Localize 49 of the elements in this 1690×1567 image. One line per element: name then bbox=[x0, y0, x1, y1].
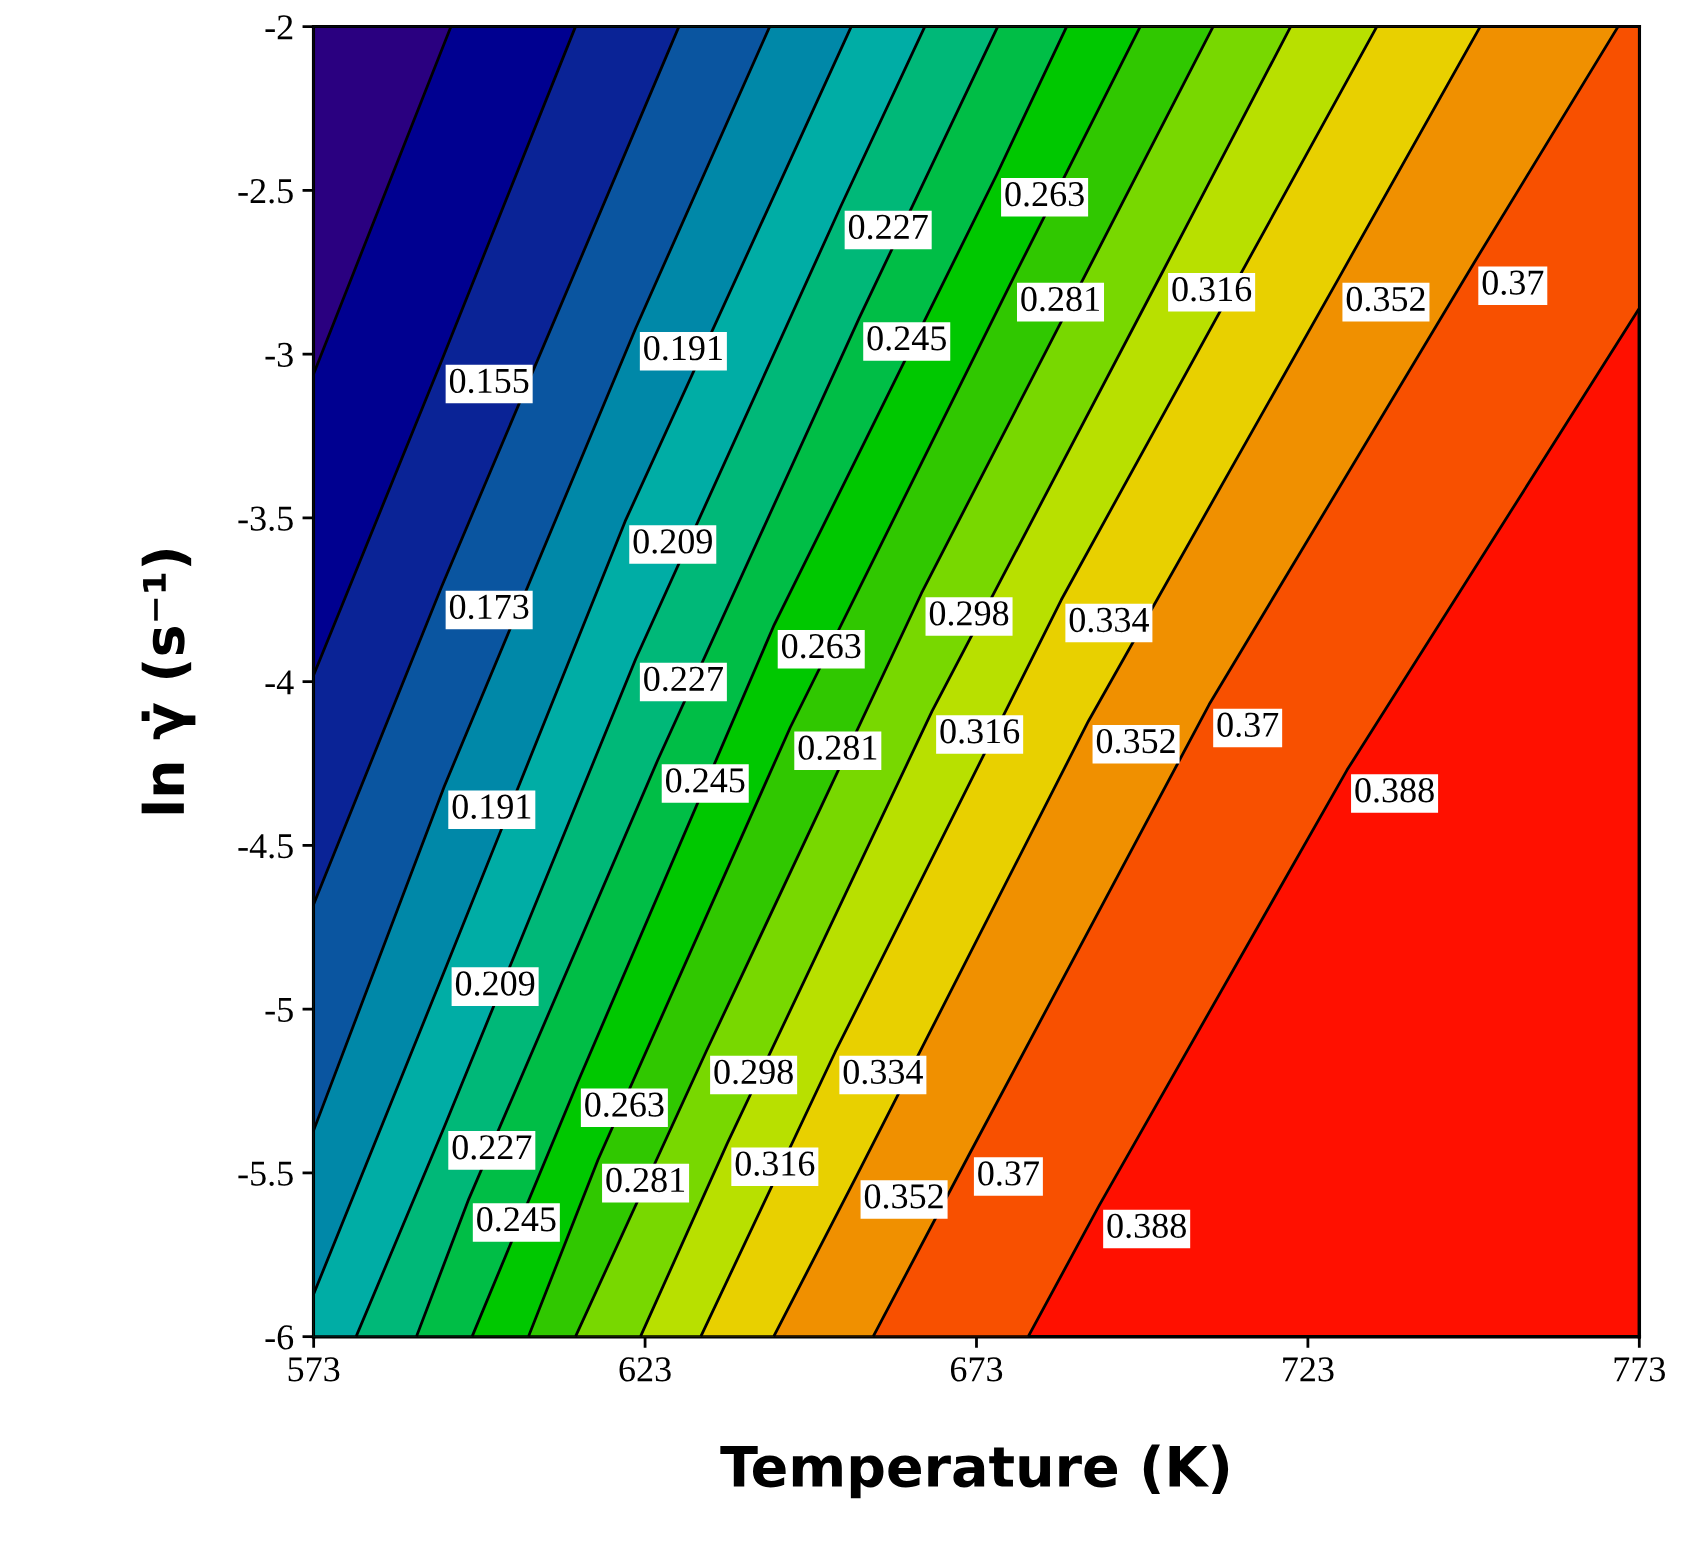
annotation: 0.281 bbox=[606, 1167, 685, 1193]
annotation: 0.281 bbox=[1021, 286, 1099, 312]
annotation: 0.334 bbox=[843, 1059, 923, 1085]
x-tick-label: 673 bbox=[950, 1357, 1003, 1382]
annotation: 0.173 bbox=[449, 594, 529, 620]
annotation: 0.316 bbox=[735, 1151, 815, 1176]
annotation: 0.316 bbox=[940, 719, 1020, 744]
y-tick-label: -4 bbox=[265, 670, 294, 695]
x-axis-title: Temperature (K) bbox=[720, 1444, 1229, 1499]
annotation: 0.352 bbox=[864, 1184, 943, 1209]
annotation: 0.352 bbox=[1346, 286, 1425, 312]
annotation: 0.191 bbox=[644, 335, 722, 361]
annotation: 0.316 bbox=[1172, 276, 1252, 302]
x-tick-label: 773 bbox=[1614, 1357, 1665, 1382]
annotation: 0.209 bbox=[633, 529, 712, 554]
annotation: 0.209 bbox=[455, 971, 535, 996]
annotation: 0.388 bbox=[1107, 1213, 1186, 1239]
annotation: 0.245 bbox=[477, 1207, 556, 1232]
annotation: 0.227 bbox=[452, 1135, 532, 1160]
y-tick-label: -6 bbox=[265, 1325, 294, 1350]
y-tick-label: -4.5 bbox=[238, 834, 293, 859]
y-tick-label: -2.5 bbox=[238, 179, 293, 204]
annotation: 0.245 bbox=[665, 768, 745, 793]
annotation: 0.191 bbox=[452, 794, 531, 819]
annotation: 0.227 bbox=[848, 214, 928, 240]
annotation: 0.37 bbox=[978, 1161, 1039, 1186]
y-axis-title: ln γ̇ (s⁻¹) bbox=[141, 550, 196, 814]
annotation: 0.227 bbox=[644, 666, 723, 692]
annotation: 0.37 bbox=[1217, 712, 1279, 738]
y-tick-label: -5 bbox=[265, 998, 293, 1023]
annotation: 0.388 bbox=[1355, 778, 1434, 803]
annotation: 0.155 bbox=[449, 368, 529, 394]
annotation: 0.263 bbox=[781, 633, 861, 659]
annotation: 0.298 bbox=[714, 1059, 793, 1085]
y-tick-label: -3.5 bbox=[238, 506, 293, 531]
y-tick-label: -3 bbox=[265, 342, 293, 368]
annotation: 0.263 bbox=[585, 1092, 664, 1117]
y-tick-label: -5.5 bbox=[238, 1161, 293, 1186]
annotation: 0.281 bbox=[798, 735, 877, 761]
annotation: 0.263 bbox=[1005, 182, 1084, 207]
x-tick-label: 573 bbox=[288, 1357, 340, 1382]
annotation: 0.298 bbox=[929, 601, 1009, 626]
annotation: 0.37 bbox=[1482, 270, 1544, 295]
annotation: 0.352 bbox=[1096, 728, 1175, 754]
y-tick-label: -2 bbox=[265, 15, 293, 40]
x-tick-label: 623 bbox=[619, 1357, 671, 1382]
annotation: 0.334 bbox=[1069, 607, 1149, 633]
annotation: 0.245 bbox=[867, 326, 946, 351]
x-tick-label: 723 bbox=[1283, 1357, 1334, 1382]
